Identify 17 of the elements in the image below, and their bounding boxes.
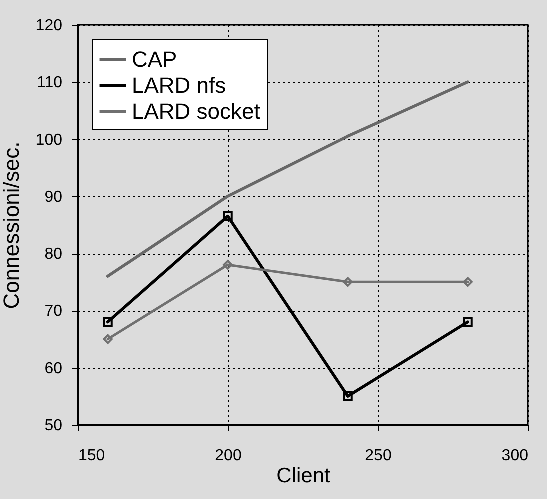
x-tick-label: 300 [502, 448, 529, 464]
y-tick-label: 50 [44, 418, 63, 434]
y-tick-label: 100 [36, 132, 63, 149]
x-tick-label: 150 [78, 448, 106, 464]
y-axis-title: Connessioni/sec. [0, 142, 24, 310]
x-tick-label: 200 [215, 448, 242, 464]
y-tick-label: 60 [44, 360, 63, 378]
x-axis-title: Client [276, 464, 331, 488]
y-tick-label: 80 [44, 246, 63, 264]
x-tick-label: 250 [365, 448, 392, 464]
legend-label: LARD nfs [132, 73, 226, 98]
y-tick-label: 90 [44, 188, 63, 206]
y-tick-label: 70 [44, 303, 63, 320]
y-tick-label: 110 [36, 74, 63, 92]
legend-label: LARD socket [132, 99, 260, 124]
legend-label: CAP [132, 47, 178, 72]
y-tick-label: 120 [36, 18, 63, 34]
